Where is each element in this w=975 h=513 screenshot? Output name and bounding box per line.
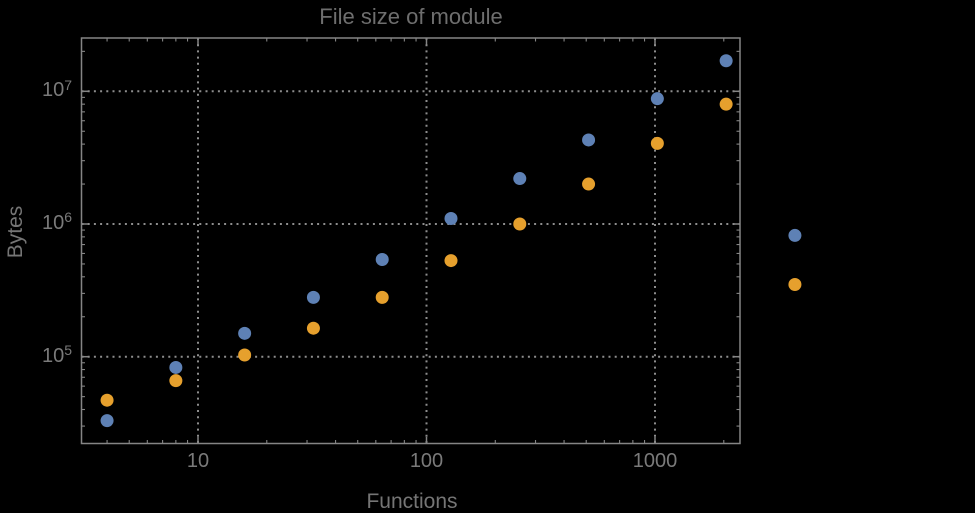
chart-title: File size of module (319, 4, 503, 29)
series-orange-point (719, 97, 733, 111)
y-tick-label-1e6: 106 (41, 209, 72, 234)
series-orange-point (444, 254, 458, 268)
series-orange-point (650, 136, 664, 150)
y-axis-label: Bytes (4, 205, 27, 259)
y-tick-label-1e7: 107 (41, 76, 72, 102)
series-blue-point (582, 133, 596, 147)
x-tick-label-100: 100 (409, 450, 444, 472)
x-tick-label-1000: 1000 (632, 450, 678, 472)
series-orange-point (513, 217, 527, 231)
plot-frame (80, 37, 741, 445)
series-orange-point (375, 290, 389, 304)
series-blue-point (788, 228, 802, 242)
series-blue-point (513, 172, 527, 186)
series-blue-point (444, 212, 458, 226)
y-tick-label-1e5: 105 (41, 342, 72, 367)
series-orange-point (238, 348, 252, 362)
series-blue-point (169, 360, 183, 374)
series-blue-point (650, 92, 664, 106)
series-blue-point (100, 414, 114, 428)
series-orange-point (169, 374, 183, 388)
series-orange-point (582, 177, 596, 191)
series-blue-point (238, 326, 252, 340)
series-blue-point (306, 290, 320, 304)
series-orange-point (306, 321, 320, 335)
series-blue-point (719, 54, 733, 68)
series-blue-point (375, 253, 389, 267)
x-tick-label-10: 10 (186, 450, 210, 472)
x-axis-label: Functions (366, 490, 458, 513)
series-orange-point (788, 278, 802, 292)
series-orange-point (100, 393, 114, 407)
